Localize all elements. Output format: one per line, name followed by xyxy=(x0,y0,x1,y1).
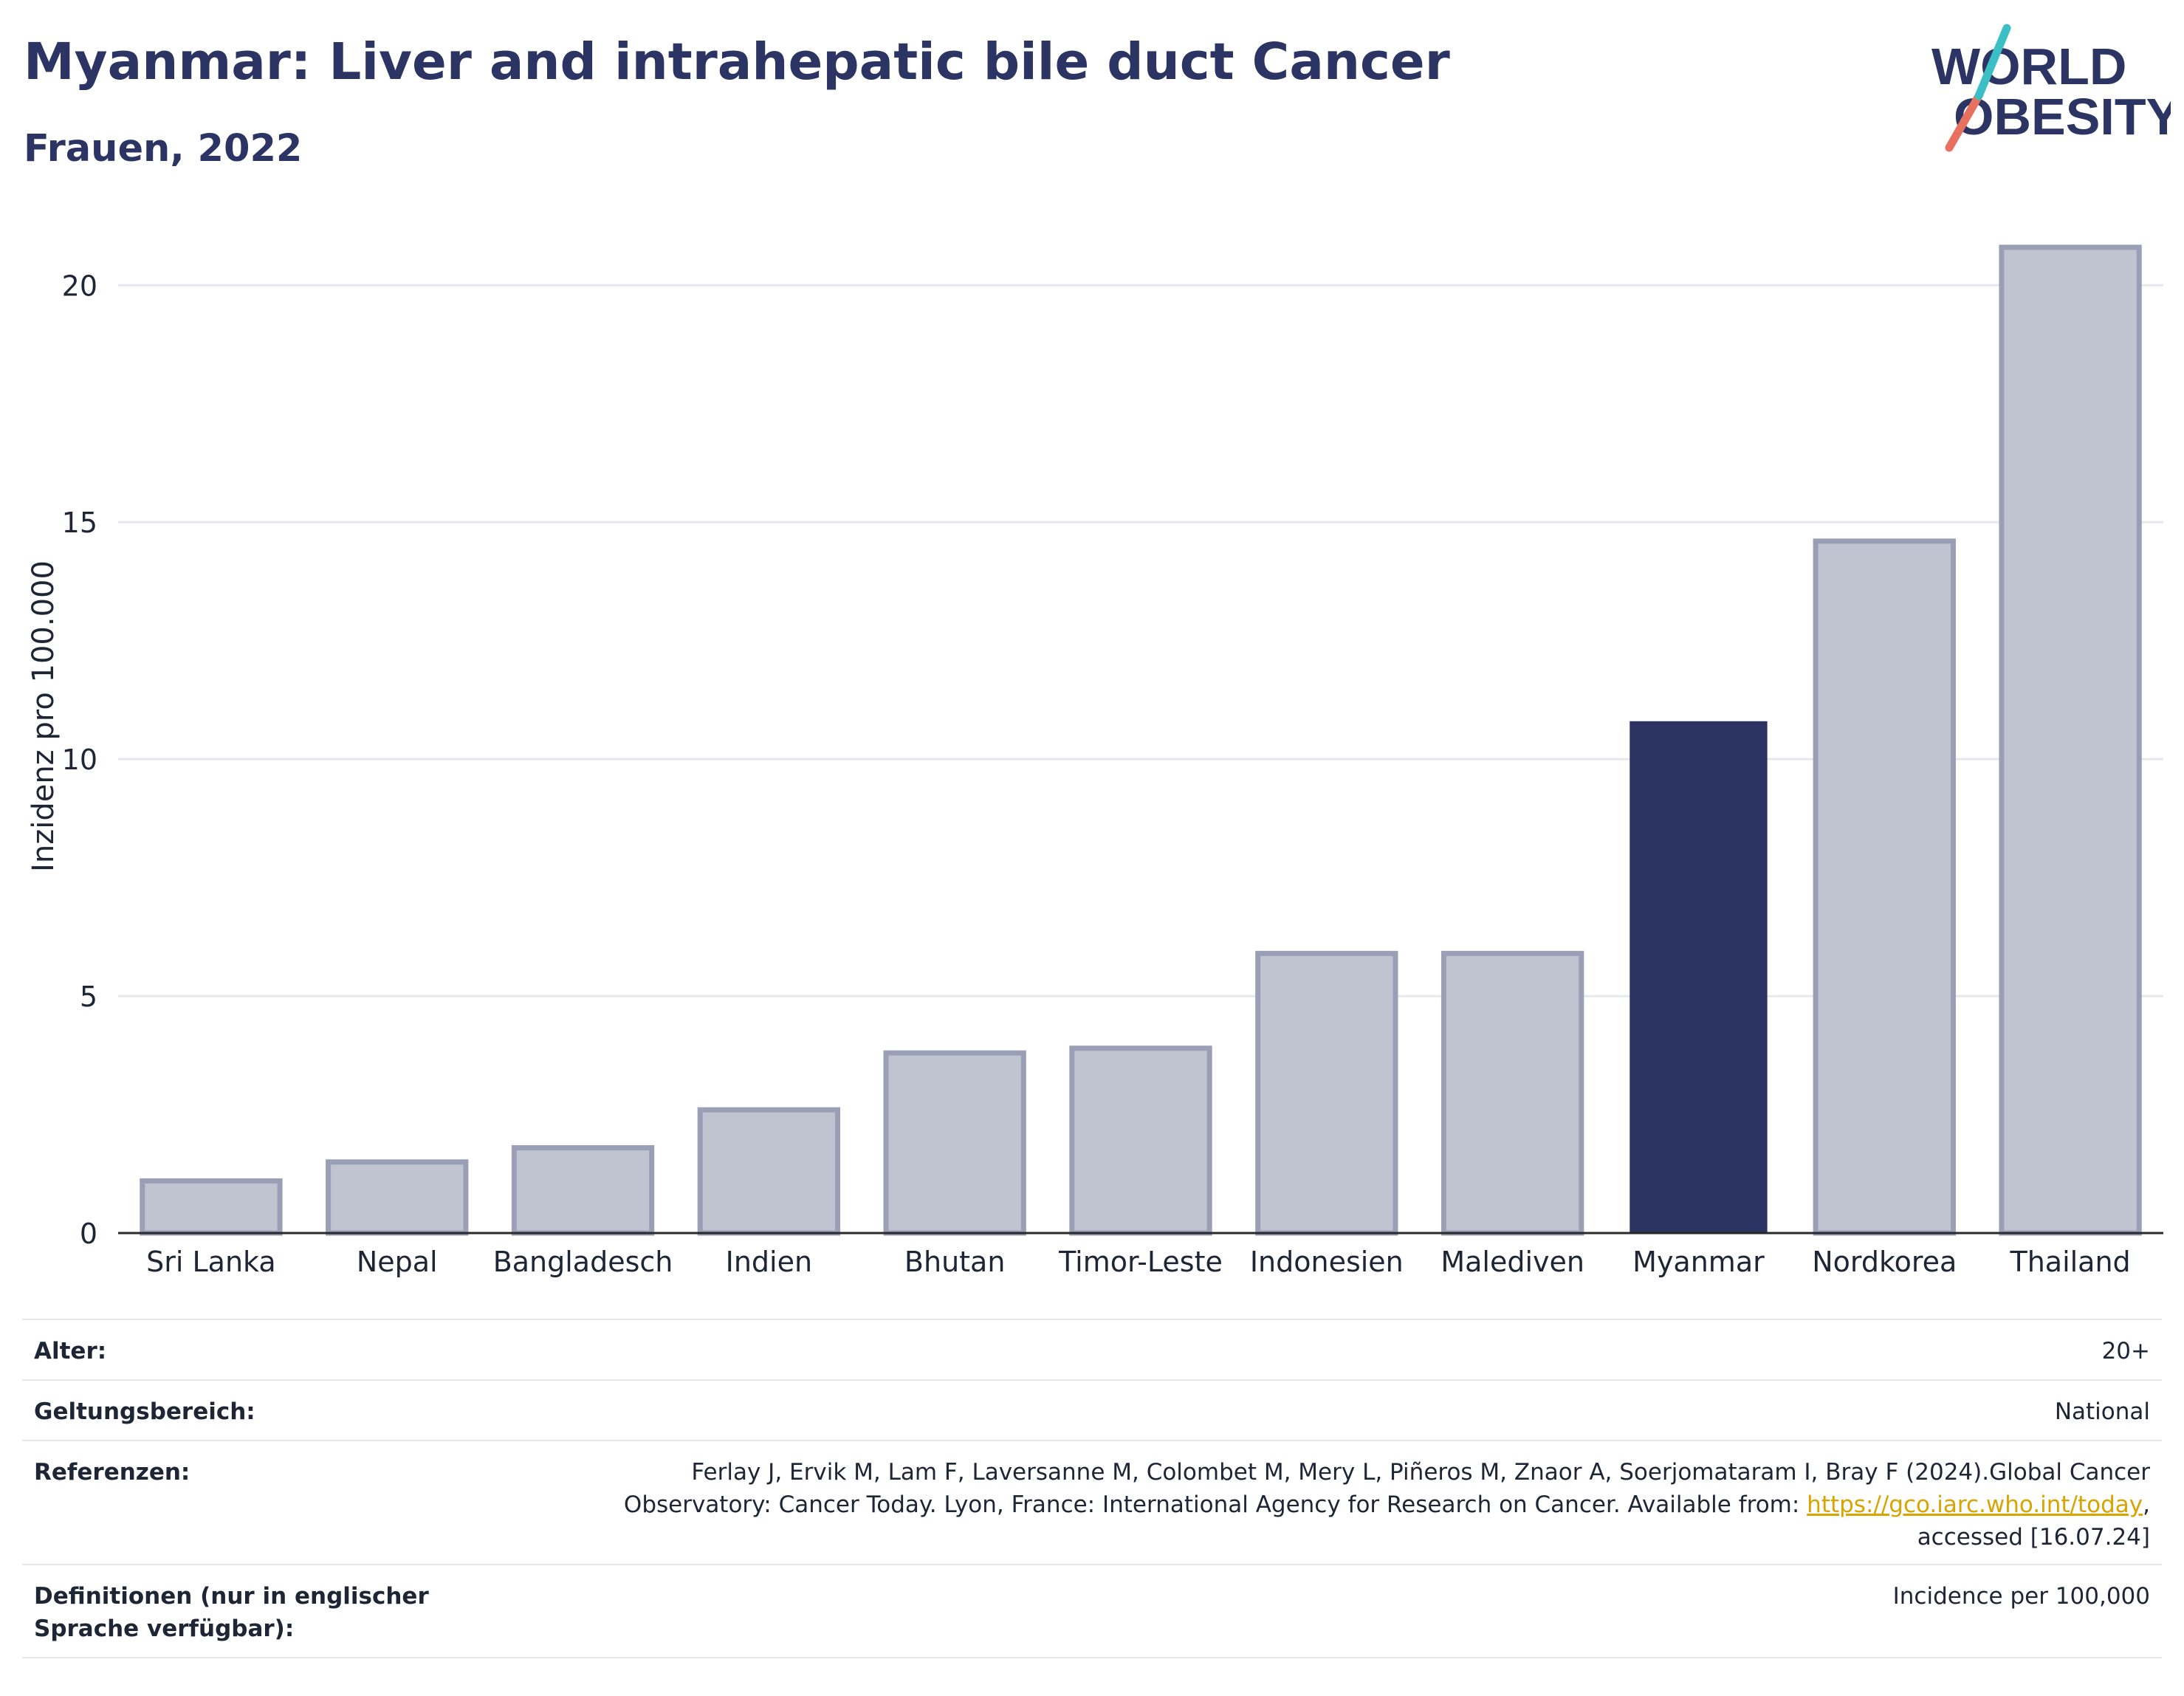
logo-slash-teal xyxy=(1974,24,2011,100)
bar-timor-leste xyxy=(1069,1046,1212,1236)
metadata-table: Alter: 20+ Geltungsbereich: National Ref… xyxy=(22,1319,2162,1658)
reference-link[interactable]: https://gco.iarc.who.int/today xyxy=(1807,1491,2143,1518)
bar-nordkorea xyxy=(1813,538,1956,1236)
bar-chart: 0 5 10 15 20 Inzidenz pro 100.000 Sri Lanka Nep… xyxy=(27,244,2163,1278)
y-tick-label: 20 xyxy=(62,269,97,302)
meta-row-scope: Geltungsbereich: National xyxy=(22,1379,2162,1441)
meta-value-scope: National xyxy=(2054,1398,2150,1425)
y-axis-label: Inzidenz pro 100.000 xyxy=(27,560,61,872)
y-tick-label: 0 xyxy=(80,1218,97,1250)
meta-label-references: Referenzen: xyxy=(34,1459,190,1486)
bar-malediven xyxy=(1440,950,1584,1236)
meta-label-definitions: Definitionen (nur in englischer Sprache … xyxy=(34,1583,429,1642)
bar-indien xyxy=(697,1107,841,1236)
x-tick-label: Bangladesch xyxy=(493,1246,673,1278)
y-tick-label: 10 xyxy=(62,744,97,776)
chart-title: Myanmar: Liver and intrahepatic bile duc… xyxy=(24,32,1450,92)
bar-thailand xyxy=(1999,244,2142,1236)
x-tick-label: Malediven xyxy=(1440,1246,1584,1278)
logo-line1: WORLD xyxy=(1931,38,2126,95)
logo-slash-coral xyxy=(1945,92,1983,152)
world-obesity-logo: WORLD OBESITY xyxy=(1931,24,2171,152)
bar-nepal xyxy=(326,1159,469,1236)
meta-value-references: Ferlay J, Ervik M, Lam F, Laversanne M, … xyxy=(526,1456,2150,1553)
reference-line-2: Observatory: Cancer Today. Lyon, France:… xyxy=(623,1491,2150,1518)
bar-bhutan xyxy=(883,1050,1026,1236)
meta-bottom-rule xyxy=(22,1657,2162,1658)
meta-value-age: 20+ xyxy=(2101,1338,2150,1364)
reference-line-1: Ferlay J, Ervik M, Lam F, Laversanne M, … xyxy=(691,1459,2150,1486)
x-tick-label: Thailand xyxy=(2009,1246,2130,1278)
bar-indonesien xyxy=(1255,950,1398,1236)
x-tick-label: Indonesien xyxy=(1250,1246,1404,1278)
x-tick-label: Timor-Leste xyxy=(1058,1246,1223,1278)
chart-subtitle: Frauen, 2022 xyxy=(24,127,303,171)
reference-line-3: accessed [16.07.24] xyxy=(1917,1524,2150,1551)
y-tick-label: 5 xyxy=(80,981,97,1013)
x-tick-label: Sri Lanka xyxy=(146,1246,276,1278)
meta-label-scope: Geltungsbereich: xyxy=(34,1398,255,1425)
x-tick-label: Myanmar xyxy=(1632,1246,1765,1278)
y-tick-label: 15 xyxy=(62,507,97,539)
x-tick-label: Nepal xyxy=(357,1246,438,1278)
meta-value-definitions: Incidence per 100,000 xyxy=(1892,1583,2150,1610)
logo-line2: OBESITY xyxy=(1954,88,2171,145)
bar-bangladesch xyxy=(511,1144,655,1236)
meta-row-references: Referenzen: Ferlay J, Ervik M, Lam F, La… xyxy=(22,1440,2162,1565)
meta-row-definitions: Definitionen (nur in englischer Sprache … xyxy=(22,1564,2162,1658)
meta-label-age: Alter: xyxy=(34,1338,107,1364)
bar-sri-lanka xyxy=(140,1178,283,1236)
x-tick-label: Indien xyxy=(726,1246,812,1278)
x-tick-label: Nordkorea xyxy=(1812,1246,1957,1278)
bar-myanmar xyxy=(1630,721,1768,1233)
x-tick-label: Bhutan xyxy=(904,1246,1006,1278)
meta-row-age: Alter: 20+ xyxy=(22,1319,2162,1381)
